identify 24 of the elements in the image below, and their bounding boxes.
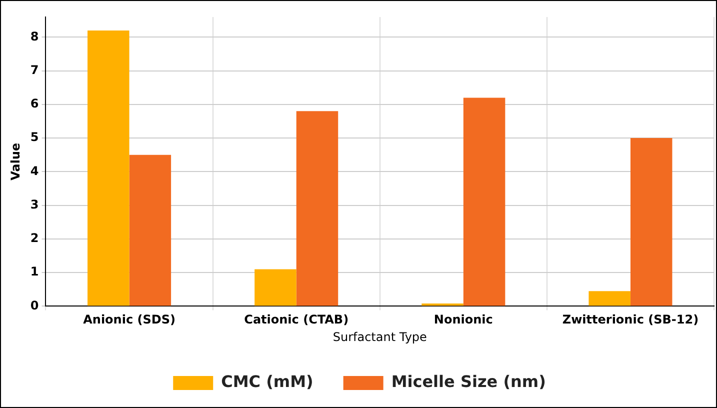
x-tick-label: Nonionic	[434, 312, 493, 327]
bar	[630, 138, 672, 306]
x-tick-label: Anionic (SDS)	[83, 312, 176, 327]
y-tick-label: 1	[30, 264, 39, 279]
y-tick-label: 6	[30, 96, 39, 111]
y-tick-label: 8	[30, 29, 39, 44]
y-tick-label: 3	[30, 197, 39, 212]
bar	[129, 154, 172, 306]
y-tick-label: 4	[30, 164, 39, 178]
legend-label: CMC (mM)	[221, 372, 314, 392]
bar	[254, 269, 296, 306]
y-tick-label: 7	[30, 62, 39, 77]
y-tick-label: 2	[30, 231, 39, 246]
legend-label: Micelle Size (nm)	[391, 372, 546, 392]
x-tick-label: Cationic (CTAB)	[244, 312, 349, 327]
bar	[588, 291, 630, 306]
x-tick-label: Zwitterionic (SB-12)	[562, 312, 699, 327]
y-axis-title: Value	[8, 142, 22, 180]
bar	[88, 30, 130, 306]
x-axis-title: Surfactant Type	[332, 330, 427, 344]
y-tick-label: 5	[30, 130, 39, 144]
bar	[463, 98, 506, 306]
bar	[296, 111, 338, 306]
y-tick-label: 0	[30, 298, 39, 312]
